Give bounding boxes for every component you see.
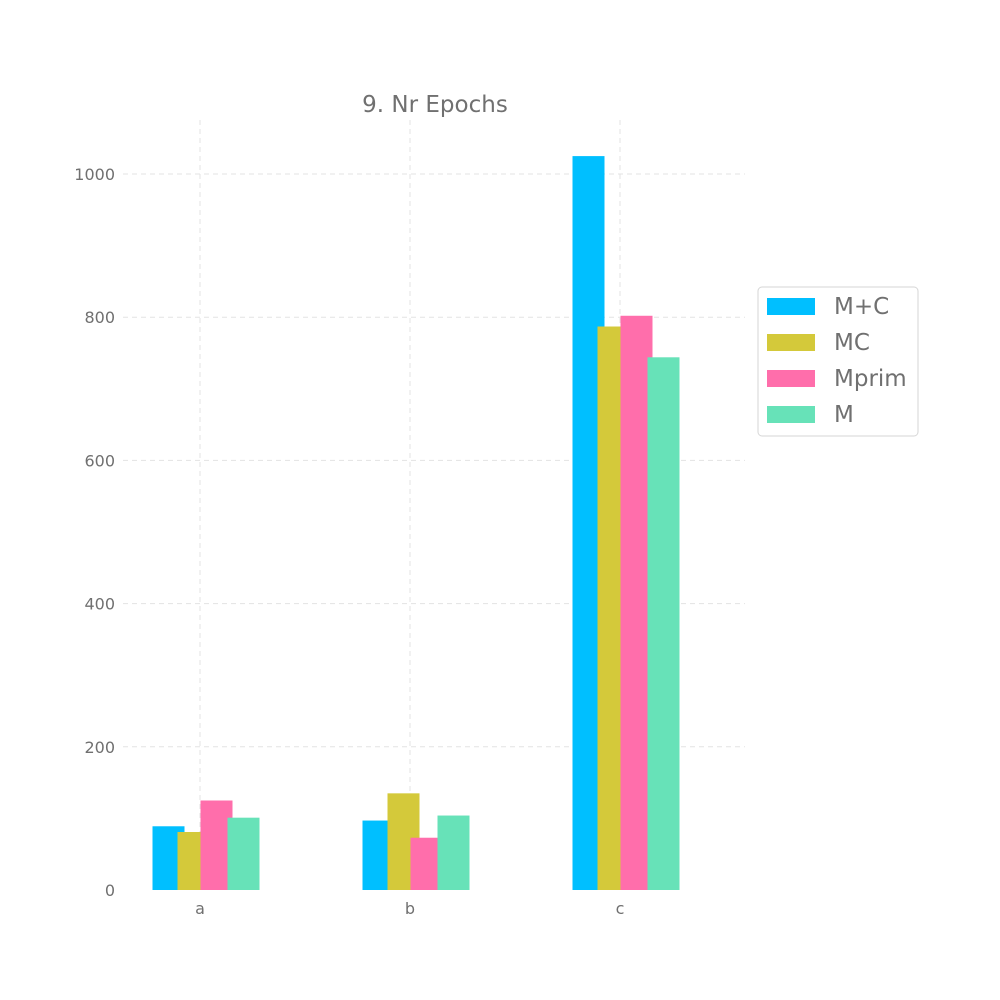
legend-label: M+C — [834, 294, 889, 320]
y-tick-label: 600 — [84, 451, 115, 470]
bar — [410, 837, 443, 890]
legend-swatch — [767, 370, 815, 387]
y-tick-label: 800 — [84, 308, 115, 327]
legend-label: MC — [834, 330, 870, 356]
x-tick-label: c — [616, 899, 625, 918]
legend: M+C MC Mprim M — [757, 286, 919, 437]
y-tick-label: 400 — [84, 595, 115, 614]
x-axis-ticks: a b c — [195, 899, 624, 918]
legend-swatch — [767, 406, 815, 423]
chart-title: 9. Nr Epochs — [362, 92, 508, 118]
bar — [227, 817, 260, 890]
legend-label: Mprim — [834, 366, 907, 392]
legend-swatch — [767, 334, 815, 351]
x-tick-label: a — [195, 899, 205, 918]
legend-frame — [757, 286, 919, 437]
bar — [620, 315, 653, 890]
y-tick-label: 1000 — [74, 165, 115, 184]
bars — [152, 156, 680, 891]
bar — [437, 815, 470, 890]
y-tick-label: 0 — [105, 881, 115, 900]
legend-swatch — [767, 298, 815, 315]
bar — [647, 357, 680, 890]
y-axis-ticks: 0 200 400 600 800 1000 — [74, 165, 115, 900]
legend-label: M — [834, 402, 854, 428]
y-tick-label: 200 — [84, 738, 115, 757]
x-tick-label: b — [405, 899, 415, 918]
bar — [200, 800, 233, 890]
